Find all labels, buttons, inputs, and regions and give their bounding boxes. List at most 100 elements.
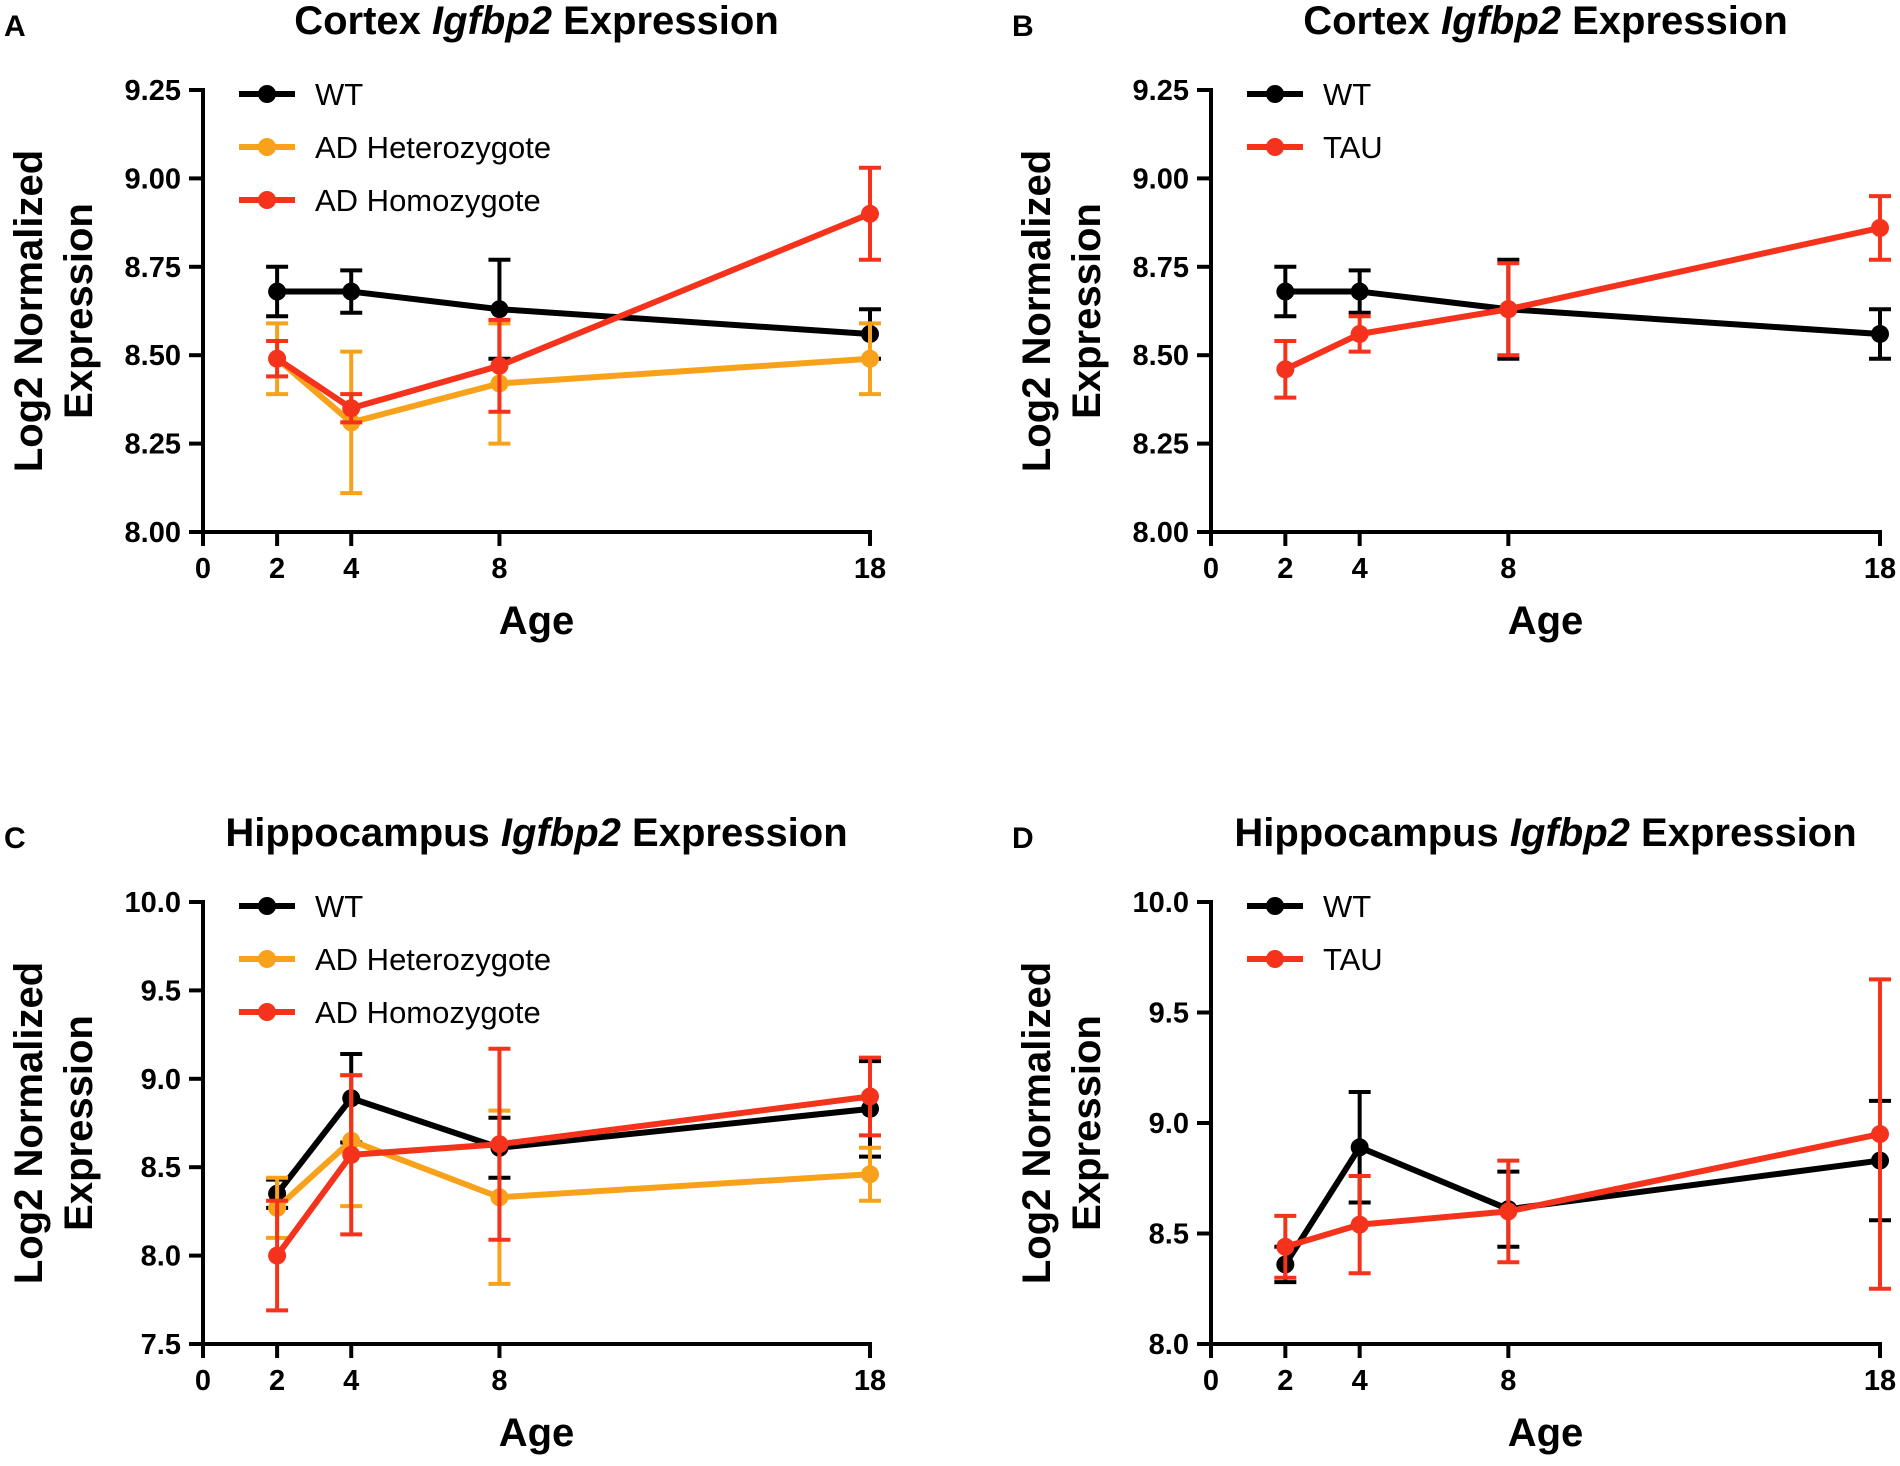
- y-tick-label: 10.0: [1133, 887, 1189, 919]
- x-tick-label: 2: [269, 553, 285, 585]
- y-tick-label: 9.25: [1133, 75, 1189, 107]
- legend-label-wt: WT: [1323, 889, 1371, 924]
- data-point-ad-homozygote: [861, 204, 879, 223]
- panel-a: A Cortex Igfbp2 Expression 8.00 8.25 8.50 8.7…: [4, 0, 886, 643]
- series-wt: [1274, 257, 1891, 361]
- x-tick-label: 8: [1500, 553, 1516, 585]
- y-tick-label: 8.00: [125, 517, 181, 549]
- data-point-ad-homozygote: [268, 1246, 287, 1265]
- y-tick-label: 8.75: [125, 252, 181, 284]
- y-tick-label: 9.0: [1149, 1108, 1189, 1140]
- y-tick-label: 9.5: [1149, 998, 1189, 1030]
- series-line-ad-heterozygote: [275, 1137, 871, 1211]
- y-axis-label-line1: Log2 Normalized: [7, 150, 51, 472]
- series-tau: [1274, 194, 1891, 400]
- chart-title: Hippocampus Igfbp2 Expression: [1234, 811, 1856, 855]
- title-regular: Cortex: [1303, 0, 1441, 43]
- x-tick-label: 4: [343, 1365, 359, 1397]
- series-ad-homozygote: [266, 1046, 881, 1313]
- series-wt: [266, 257, 881, 361]
- chart-title: Cortex Igfbp2 Expression: [294, 0, 779, 43]
- y-tick-label: 9.0: [141, 1064, 181, 1096]
- x-axis-label: Age: [499, 599, 575, 643]
- title-suffix: Expression: [1561, 0, 1788, 43]
- data-point-ad-heterozygote: [861, 349, 879, 368]
- title-suffix: Expression: [1630, 811, 1857, 855]
- legend-marker-wt: [1266, 897, 1284, 915]
- y-axis-label: Log2 Normalized Expression: [1015, 150, 1109, 472]
- data-point-tau: [1499, 300, 1518, 319]
- title-regular: Hippocampus: [225, 811, 501, 855]
- x-tick-label: 4: [343, 553, 359, 585]
- panel-letter: D: [1012, 822, 1034, 855]
- data-point-tau: [1499, 1202, 1518, 1221]
- legend-marker-ad-heterozygote: [258, 950, 276, 968]
- data-point-wt: [1350, 1138, 1369, 1157]
- x-tick-label: 4: [1352, 1365, 1368, 1397]
- title-italic: Igfbp2: [501, 811, 621, 855]
- series-ad-homozygote: [266, 165, 881, 425]
- legend-marker-wt: [258, 897, 276, 915]
- x-axis-label: Age: [1508, 599, 1584, 643]
- title-regular: Cortex: [294, 0, 432, 43]
- data-point-wt: [268, 282, 287, 301]
- data-point-tau: [1871, 1125, 1889, 1144]
- data-point-tau: [1871, 218, 1889, 237]
- series-line-tau: [1284, 224, 1881, 373]
- data-point-tau: [1276, 360, 1295, 379]
- series-ad-heterozygote: [266, 321, 881, 496]
- data-point-ad-heterozygote: [861, 1165, 879, 1184]
- x-tick-label: 2: [269, 1365, 285, 1397]
- y-tick-label: 8.0: [141, 1241, 181, 1273]
- series-line-wt: [274, 1095, 871, 1196]
- x-tick-label: 0: [1203, 553, 1219, 585]
- x-axis-label: Age: [499, 1411, 575, 1455]
- series-tau: [1274, 977, 1891, 1291]
- y-tick-label: 7.5: [141, 1329, 181, 1361]
- legend-label-tau: TAU: [1323, 130, 1383, 165]
- data-point-ad-homozygote: [342, 1145, 361, 1164]
- y-axis-label-line1: Log2 Normalized: [7, 962, 51, 1284]
- legend-label-tau: TAU: [1323, 942, 1383, 977]
- legend: WT AD Heterozygote AD Homozygote: [239, 77, 551, 218]
- y-axis-label-line2: Expression: [57, 203, 101, 419]
- x-tick-label: 2: [1277, 1365, 1293, 1397]
- x-tick-label: 0: [1203, 1365, 1219, 1397]
- y-tick-label: 8.50: [125, 340, 181, 372]
- data-point-wt: [1871, 324, 1889, 343]
- legend-marker-ad-homozygote: [258, 1003, 276, 1021]
- legend-marker-wt: [1266, 85, 1284, 103]
- data-point-ad-homozygote: [268, 349, 287, 368]
- data-point-tau: [1350, 1215, 1369, 1234]
- x-tick-label: 8: [491, 1365, 507, 1397]
- y-tick-label: 9.5: [141, 975, 181, 1007]
- y-tick-label: 8.0: [1149, 1329, 1189, 1361]
- y-axis-label-line2: Expression: [57, 1015, 101, 1231]
- data-point-wt: [1276, 282, 1295, 301]
- title-italic: Igfbp2: [1441, 0, 1561, 43]
- data-point-ad-homozygote: [861, 1087, 879, 1106]
- legend-label-ad-homozygote: AD Homozygote: [315, 995, 541, 1030]
- y-tick-label: 8.25: [125, 429, 181, 461]
- legend-marker-ad-homozygote: [258, 191, 276, 209]
- title-italic: Igfbp2: [1510, 811, 1630, 855]
- x-tick-label: 4: [1352, 553, 1368, 585]
- series-line-ad-homozygote: [274, 1093, 871, 1258]
- panel-b: B Cortex Igfbp2 Expression 8.00 8.25 8.50 8.7…: [1012, 0, 1896, 643]
- x-tick-label: 0: [195, 553, 211, 585]
- y-tick-label: 8.50: [1133, 340, 1189, 372]
- chart-title: Cortex Igfbp2 Expression: [1303, 0, 1788, 43]
- series-line-ad-homozygote: [275, 210, 872, 412]
- x-axis-label: Age: [1508, 1411, 1584, 1455]
- legend-label-ad-heterozygote: AD Heterozygote: [315, 130, 551, 165]
- panel-letter: B: [1012, 10, 1034, 43]
- data-point-ad-homozygote: [342, 399, 361, 418]
- y-tick-label: 8.25: [1133, 429, 1189, 461]
- y-tick-label: 9.00: [1133, 163, 1189, 195]
- legend-marker-wt: [258, 85, 276, 103]
- y-tick-label: 8.75: [1133, 252, 1189, 284]
- x-tick-label: 0: [195, 1365, 211, 1397]
- data-point-wt: [342, 282, 361, 301]
- legend-label-wt: WT: [1323, 77, 1371, 112]
